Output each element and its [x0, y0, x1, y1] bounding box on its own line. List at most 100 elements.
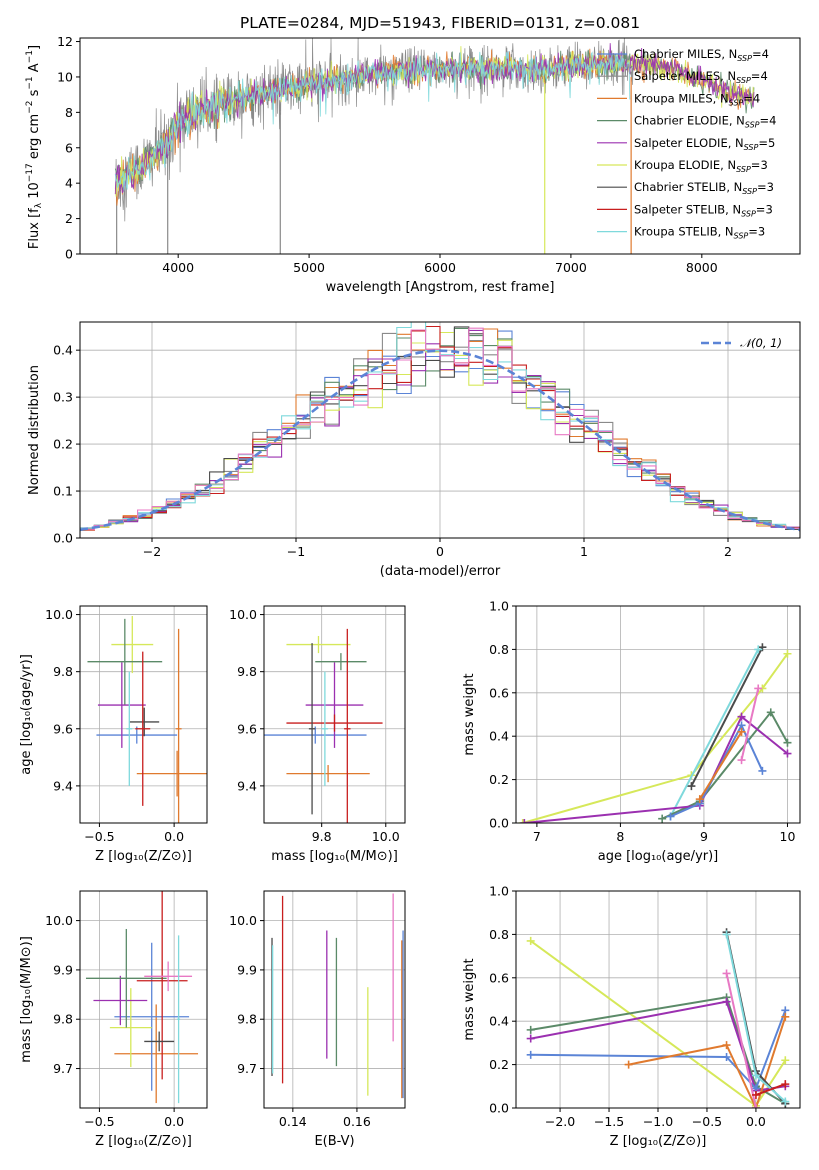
age_vs_Z-point-3 — [97, 662, 146, 748]
residuals-xtick-label-0: −2 — [143, 544, 161, 559]
age_vs_Z-ytick-label-1: 9.6 — [53, 721, 73, 736]
residuals-ytick-label-1: 0.1 — [53, 484, 73, 499]
weight_vs_age-series-marker-4-3 — [783, 749, 792, 758]
legend-entry-6-part: Chabrier STELIB — [634, 180, 726, 194]
weight_vs_age-ytick-label-2: 0.4 — [489, 729, 509, 744]
weight_vs_age-series-marker-4-2 — [737, 712, 746, 721]
legend-entry-1-part: Salpeter MILES — [634, 69, 720, 83]
weight_vs_age-series-6 — [695, 727, 746, 804]
weight_vs_Z-xtick-label-4: 0.0 — [746, 1114, 766, 1129]
weight_vs_Z-series-3 — [526, 1006, 790, 1093]
legend-entry-5: Kroupa ELODIE, NSSP=3 — [634, 158, 768, 174]
weight_vs_Z-series-marker-7-0 — [722, 969, 731, 978]
weight_vs_age-series-marker-3-0 — [658, 814, 667, 823]
weight_vs_Z-series-marker-4-3 — [781, 1012, 790, 1021]
age_vs_Z-point-7 — [175, 628, 182, 823]
legend-entry-0-part: SSP — [737, 54, 752, 63]
weight_vs_age-series-marker-2-1 — [754, 645, 763, 654]
spectrum-ytick-label-5: 10 — [57, 69, 73, 84]
spectrum-xtick-label-1: 5000 — [293, 260, 325, 275]
figure-title: PLATE=0284, MJD=51943, FIBERID=0131, z=0… — [240, 14, 640, 32]
age_vs_Z-ticks: −0.5 0.0 9.4 9.6 9.8 10.0 — [45, 607, 184, 844]
legend-entry-0-part: 4 — [762, 47, 769, 61]
legend-entry-1-part: 4 — [760, 69, 767, 83]
legend-entry-1-part: SSP — [736, 76, 751, 85]
weight_vs_age-series-marker-1-1 — [758, 643, 767, 652]
mass_vs_ebv-grid — [264, 891, 405, 1108]
mass_vs_ebv-ytick-label-0: 9.7 — [237, 1061, 257, 1076]
weight_vs_Z-series-marker-0-2 — [781, 1056, 790, 1065]
weight_vs_Z-series-marker-2-1 — [722, 997, 731, 1006]
weight_vs_age-series-line-7 — [740, 688, 760, 761]
legend-entry-1-part: , N — [720, 69, 736, 83]
weight_vs_age-xtick-label-1: 8 — [616, 829, 624, 844]
weight_vs_age-xtick-label-2: 9 — [700, 829, 708, 844]
legend-entry-7-part: Salpeter STELIB — [634, 202, 725, 216]
mass_vs_ebv-ytick-label-1: 9.8 — [237, 1012, 257, 1027]
weight_vs_Z-ytick-label-0: 0.0 — [489, 1101, 509, 1116]
weight_vs_age-series-3 — [658, 708, 792, 823]
weight_vs_Z-series-marker-0-0 — [526, 936, 535, 945]
mass_vs_Z-point-4 — [85, 928, 167, 1028]
age_vs_Z-xtick-label-0: −0.5 — [84, 829, 114, 844]
legend-entry-0-part: = — [752, 47, 762, 61]
age_vs_Z-ylabel: age [log₁₀(age/yr)] — [19, 654, 34, 775]
residuals-xtick-label-2: 0 — [436, 544, 444, 559]
legend-entry-7-part: , N — [725, 202, 741, 216]
spectrum-xtick-label-2: 6000 — [424, 260, 456, 275]
weight_vs_Z-ytick-label-1: 0.2 — [489, 1057, 509, 1072]
mass_vs_ebv-points — [271, 893, 404, 1099]
mass_vs_Z-point-8 — [177, 935, 181, 1104]
weight_vs_age-series-marker-3-3 — [783, 738, 792, 747]
mass_vs_Z-frame — [79, 890, 208, 1109]
normal-curve-line — [80, 349, 800, 532]
mass_vs_Z-point-3 — [93, 975, 148, 1026]
weight_vs_Z-ytick-label-3: 0.6 — [489, 970, 509, 985]
weight_vs_age-ytick-label-3: 0.6 — [489, 685, 509, 700]
age_vs_mass-point-0 — [286, 765, 370, 783]
weight_vs_Z-xtick-label-2: −1.0 — [643, 1114, 673, 1129]
residuals-ylabel: Normed distribution — [27, 365, 42, 495]
mass_vs_Z-grid — [80, 891, 207, 1108]
mass_vs_Z-ylabel: mass [log₁₀(M/M⊙)] — [19, 936, 34, 1063]
mass_vs_Z-ytick-label-2: 9.9 — [53, 962, 73, 977]
legend-entry-2-part: , N — [713, 91, 729, 105]
spectrum-ticks: 4000 5000 6000 7000 8000 0 2 4 6 8 10 12 — [57, 34, 718, 275]
mass_vs_Z-point-2 — [109, 988, 152, 1068]
age_vs_mass-xtick-label-1: 10.0 — [372, 829, 400, 844]
weight_vs_Z-series — [526, 928, 790, 1108]
age_vs_mass-xtick-label-0: 9.8 — [312, 829, 332, 844]
weight_vs_Z-series-6 — [722, 930, 790, 1106]
weight_vs_age-series-line-4 — [524, 715, 789, 823]
weight_vs_age-series-marker-0-0 — [518, 819, 527, 823]
spectrum-lines — [114, 38, 755, 254]
legend-entry-8-part: , N — [718, 225, 734, 239]
weight_vs_age-series-marker-7-1 — [754, 684, 763, 693]
weight_vs_age-series-marker-1-0 — [687, 782, 696, 791]
weight_vs_age-series-marker-5-3 — [758, 766, 767, 775]
weight_vs_Z-series-marker-1-0 — [526, 1025, 535, 1034]
age_vs_Z-frame — [79, 605, 208, 824]
spectrum-plot: 4000 5000 6000 7000 8000 0 2 4 6 8 10 12 wavelength … — [57, 34, 801, 295]
residuals-xtick-label-1: −1 — [287, 544, 305, 559]
residuals-ytick-label-0: 0.0 — [53, 531, 73, 546]
spectrum-model-kroupa_stelib — [114, 51, 631, 191]
weight_vs_age-series-line-1 — [690, 646, 764, 787]
weight_vs_age-series-marker-4-0 — [520, 819, 529, 823]
age_vs_Z-ytick-label-0: 9.4 — [53, 778, 73, 793]
mass_vs_Z-point-0 — [114, 1004, 199, 1104]
weight_vs_age-series-line-0 — [522, 653, 789, 823]
legend-entry-6-part: SSP — [742, 187, 757, 196]
age_vs_Z-point-0 — [136, 750, 207, 797]
weight_vs_age-series-marker-6-0 — [695, 795, 704, 804]
age_vs_Z-ytick-label-3: 10.0 — [45, 607, 73, 622]
weight_vs_age-xtick-label-0: 7 — [533, 829, 541, 844]
weight_vs_Z-series-4 — [624, 1012, 790, 1108]
weight_vs_Z-series-7 — [722, 969, 760, 1108]
age_vs_mass-points — [264, 628, 383, 823]
legend-entry-8-part: Kroupa STELIB — [634, 225, 718, 239]
legend-entry-8: Kroupa STELIB, NSSP=3 — [634, 225, 765, 241]
age_vs_mass-frame — [263, 605, 406, 824]
